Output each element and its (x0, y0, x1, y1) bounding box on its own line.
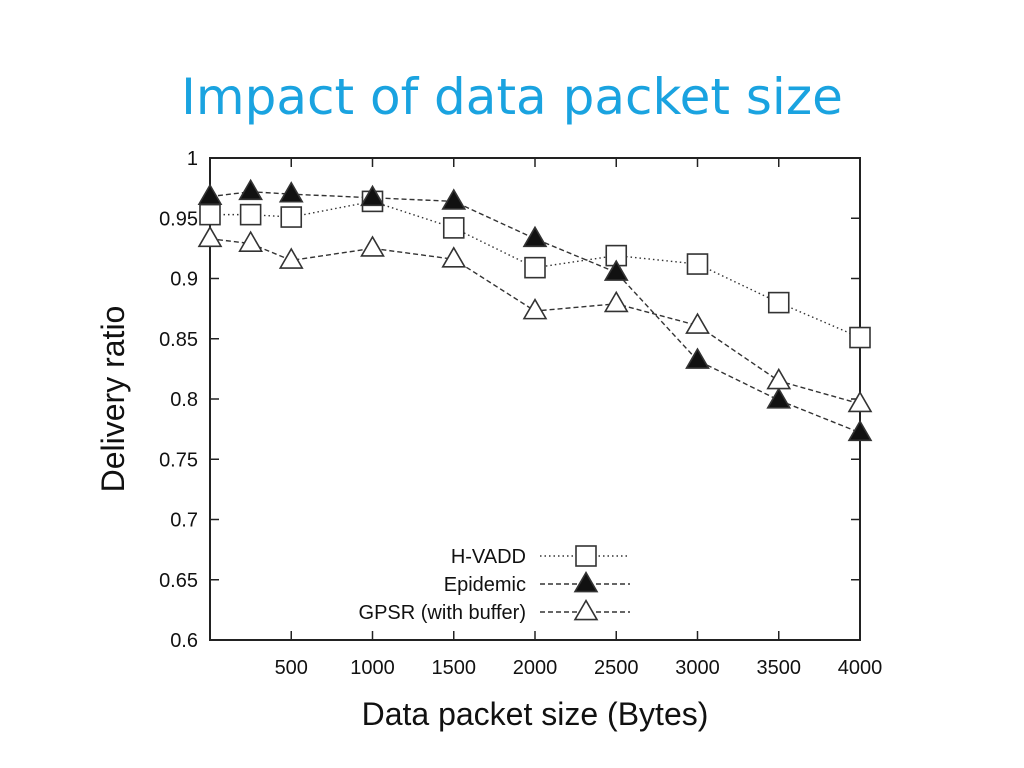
series-line-2 (209, 191, 861, 434)
y-tick-label: 0.65 (159, 570, 198, 592)
series-3-point (278, 247, 304, 269)
x-tick-label: 3000 (675, 657, 720, 679)
legend-label-1: H-VADD (451, 546, 526, 568)
series-2-point (847, 419, 873, 442)
x-tick-label: 1500 (432, 657, 477, 679)
series-1-point (767, 291, 790, 314)
x-axis-title: Data packet size (Bytes) (362, 696, 709, 732)
x-tick-label: 1000 (350, 657, 395, 679)
y-tick-label: 1 (187, 148, 198, 170)
series-1-point (686, 253, 709, 275)
series-3-point (360, 235, 385, 257)
slide-title: Impact of data packet size (181, 68, 843, 126)
y-tick-label: 0.6 (170, 630, 198, 652)
series-1-point (239, 203, 262, 226)
y-axis-title: Delivery ratio (95, 306, 131, 493)
series-3-point (766, 367, 792, 390)
series-2-point (441, 188, 467, 210)
y-tick-label: 0.75 (159, 449, 198, 471)
series-3-point (685, 312, 710, 334)
legend-marker-2 (573, 571, 599, 593)
legend-marker-1 (575, 545, 597, 567)
series-3-point (603, 290, 629, 313)
series-3-point (238, 230, 264, 252)
series-1-point (280, 206, 303, 228)
series-2-point (238, 178, 264, 201)
y-tick-label: 0.8 (170, 389, 198, 411)
series-line-3 (209, 238, 861, 405)
series-2-point (197, 183, 223, 205)
series-2-point (603, 259, 629, 281)
series-1-point (849, 326, 871, 349)
series-3-point (197, 225, 223, 248)
y-tick-label: 0.95 (159, 208, 198, 230)
x-tick-label: 3500 (757, 657, 802, 679)
series-3-point (522, 298, 548, 320)
x-tick-label: 2000 (513, 657, 558, 679)
x-tick-label: 500 (275, 657, 308, 679)
y-tick-label: 0.85 (159, 329, 198, 351)
y-tick-label: 0.9 (170, 269, 198, 291)
series-2-point (360, 184, 385, 207)
series-1-point (524, 256, 546, 279)
series-2-point (522, 225, 548, 248)
legend-label-2: Epidemic (444, 574, 526, 596)
series-3-point (847, 390, 873, 413)
series-1-point (442, 217, 465, 239)
series-2-point (685, 347, 710, 369)
legend-marker-3 (573, 599, 599, 621)
x-tick-label: 2500 (594, 657, 639, 679)
series-1-point (199, 203, 221, 226)
series-2-point (278, 181, 304, 203)
series-2-point (766, 387, 792, 409)
legend-label-3: GPSR (with buffer) (359, 602, 526, 624)
series-3-point (441, 246, 467, 268)
x-tick-label: 4000 (838, 657, 883, 679)
y-tick-label: 0.7 (170, 510, 198, 532)
